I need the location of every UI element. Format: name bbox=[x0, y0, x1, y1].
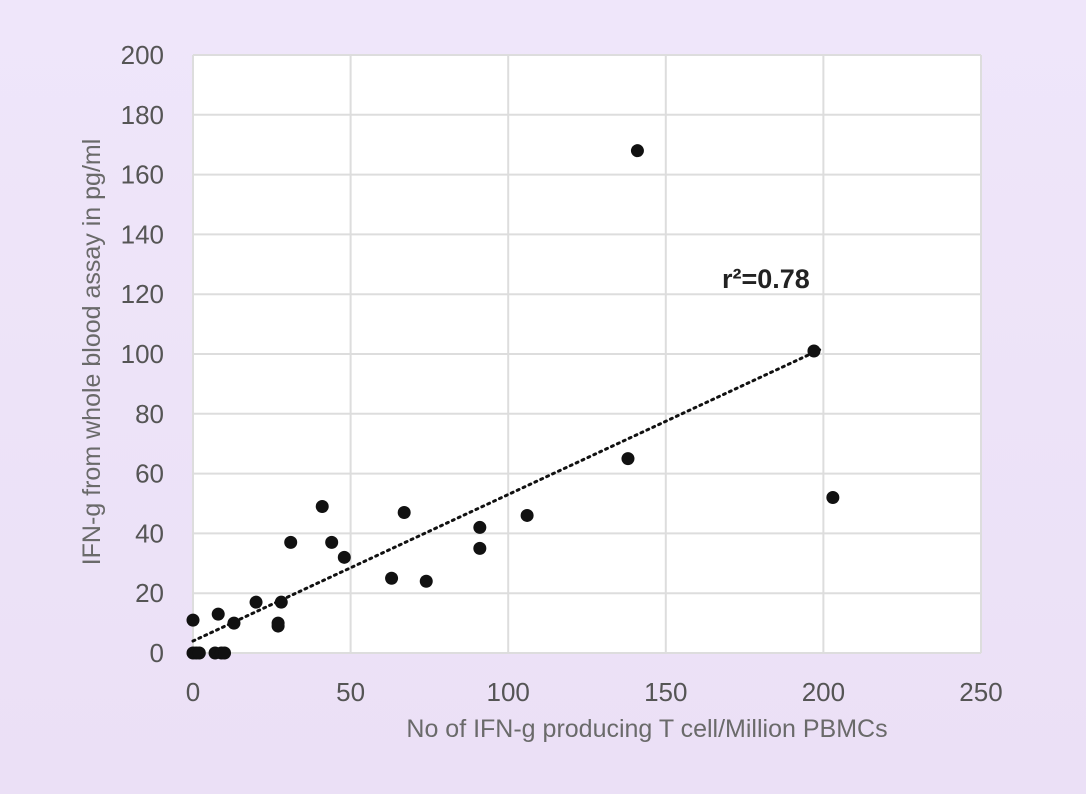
data-point bbox=[192, 646, 206, 660]
data-point bbox=[227, 616, 241, 630]
data-point bbox=[473, 541, 487, 555]
y-tick-label: 80 bbox=[135, 399, 164, 429]
x-tick-label: 50 bbox=[336, 677, 365, 707]
x-tick-label: 100 bbox=[487, 677, 530, 707]
data-point bbox=[284, 535, 298, 549]
y-tick-label: 120 bbox=[121, 279, 164, 309]
data-point bbox=[397, 505, 411, 519]
data-point bbox=[826, 491, 840, 505]
data-point bbox=[337, 550, 351, 564]
data-point bbox=[419, 574, 433, 588]
y-tick-label: 140 bbox=[121, 219, 164, 249]
data-point bbox=[211, 607, 225, 621]
x-tick-labels: 0 50 100 150 200 250 bbox=[186, 677, 1003, 707]
y-tick-label: 160 bbox=[121, 160, 164, 190]
x-tick-label: 0 bbox=[186, 677, 200, 707]
data-point bbox=[218, 646, 232, 660]
data-point bbox=[807, 344, 821, 358]
y-tick-labels: 0 20 40 60 80 100 120 140 160 180 200 bbox=[121, 40, 164, 668]
data-point bbox=[473, 520, 487, 534]
data-point bbox=[315, 499, 329, 513]
x-tick-label: 250 bbox=[959, 677, 1002, 707]
data-point bbox=[271, 616, 285, 630]
y-tick-label: 40 bbox=[135, 518, 164, 548]
data-point bbox=[325, 535, 339, 549]
y-tick-label: 200 bbox=[121, 40, 164, 70]
grid-lines bbox=[192, 54, 982, 654]
data-point bbox=[385, 571, 399, 585]
x-tick-label: 150 bbox=[644, 677, 687, 707]
y-tick-label: 0 bbox=[150, 638, 164, 668]
data-point bbox=[186, 613, 200, 627]
data-point bbox=[630, 144, 644, 158]
y-tick-label: 180 bbox=[121, 100, 164, 130]
data-point bbox=[274, 595, 288, 609]
data-point bbox=[249, 595, 263, 609]
y-tick-label: 60 bbox=[135, 459, 164, 489]
x-tick-label: 200 bbox=[802, 677, 845, 707]
data-point bbox=[520, 508, 534, 522]
r-squared-annotation: r²=0.78 bbox=[722, 264, 810, 294]
y-tick-label: 20 bbox=[135, 578, 164, 608]
y-axis-title: IFN-g from whole blood assay in pg/ml bbox=[78, 139, 106, 566]
x-axis-title: No of IFN-g producing T cell/Million PBM… bbox=[406, 715, 887, 743]
trendline bbox=[191, 346, 825, 643]
data-points bbox=[186, 144, 840, 660]
data-point bbox=[621, 452, 635, 466]
y-tick-label: 100 bbox=[121, 339, 164, 369]
